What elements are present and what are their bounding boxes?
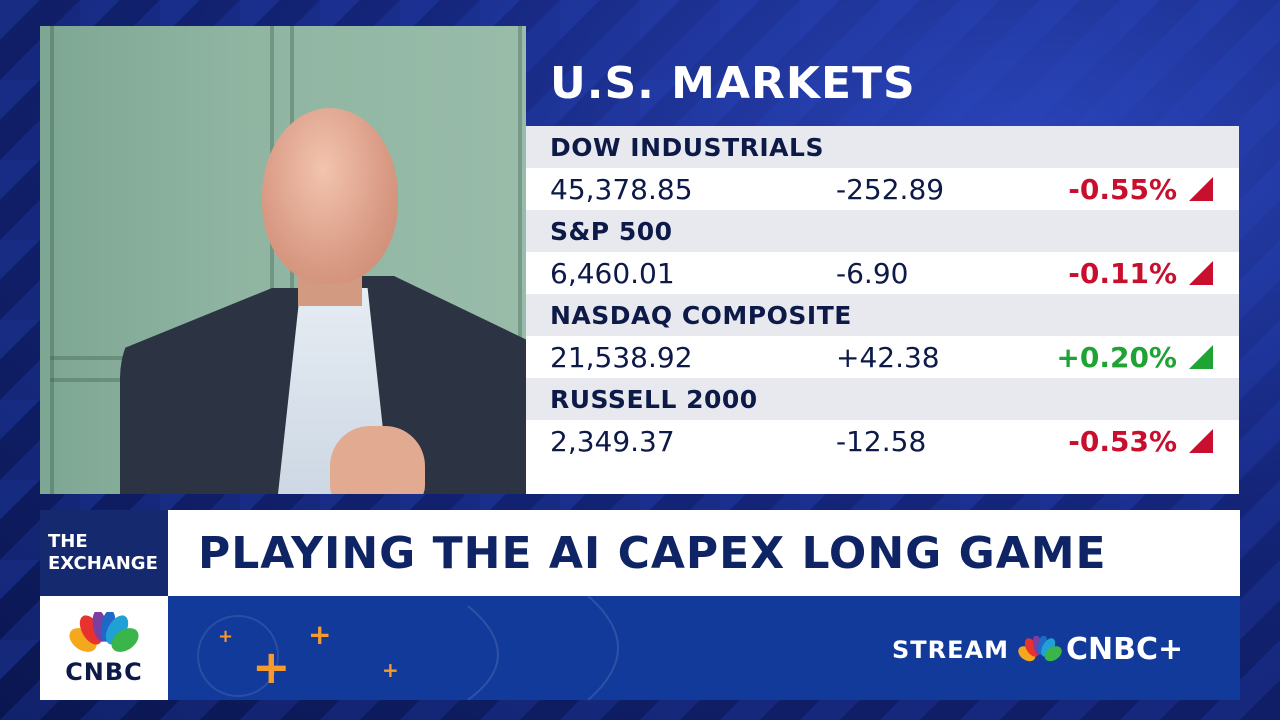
plus-icon: +	[252, 640, 291, 694]
index-change: -6.90	[836, 256, 909, 290]
index-change: -252.89	[836, 172, 945, 206]
guest-head	[262, 108, 398, 284]
index-percent: +0.20%	[1056, 340, 1177, 374]
index-name-row: DOW INDUSTRIALS	[526, 126, 1239, 168]
index-last: 45,378.85	[550, 172, 693, 206]
stream-label: STREAM	[892, 636, 1009, 664]
index-value-row: 45,378.85 -252.89 -0.55%	[526, 168, 1239, 210]
show-name-box: THE EXCHANGE	[40, 510, 168, 596]
headline-box: PLAYING THE AI CAPEX LONG GAME	[168, 510, 1240, 596]
bottom-bar: + + + +	[168, 596, 1240, 700]
down-arrow-icon	[1189, 177, 1213, 201]
index-last: 2,349.37	[550, 424, 675, 458]
index-value-row: 2,349.37 -12.58 -0.53%	[526, 420, 1239, 462]
plus-icon: +	[382, 658, 399, 682]
index-change: +42.38	[836, 340, 940, 374]
headline: PLAYING THE AI CAPEX LONG GAME	[198, 527, 1107, 579]
network-logo: CNBC	[40, 596, 168, 700]
index-value-row: 21,538.92 +42.38 +0.20%	[526, 336, 1239, 378]
index-percent: -0.11%	[1068, 256, 1177, 290]
index-name-row: S&P 500	[526, 210, 1239, 252]
index-name: NASDAQ COMPOSITE	[550, 300, 852, 330]
plus-icon: +	[308, 618, 332, 651]
index-name-row: RUSSELL 2000	[526, 378, 1239, 420]
index-name-row: NASDAQ COMPOSITE	[526, 294, 1239, 336]
index-name: S&P 500	[550, 216, 673, 246]
peacock-icon	[1018, 636, 1062, 662]
index-last: 21,538.92	[550, 340, 693, 374]
markets-title: U.S. MARKETS	[550, 58, 916, 109]
index-name: RUSSELL 2000	[550, 384, 758, 414]
up-arrow-icon	[1189, 345, 1213, 369]
index-name: DOW INDUSTRIALS	[550, 132, 824, 162]
markets-table: DOW INDUSTRIALS 45,378.85 -252.89 -0.55%…	[526, 126, 1239, 494]
index-percent: -0.55%	[1068, 172, 1177, 206]
guest-hand	[330, 426, 425, 494]
down-arrow-icon	[1189, 261, 1213, 285]
show-name-line1: THE	[48, 531, 88, 552]
down-arrow-icon	[1189, 429, 1213, 453]
network-logo-text: CNBC	[65, 658, 143, 686]
peacock-icon	[69, 612, 139, 656]
plus-icon: +	[218, 626, 234, 647]
bar-decoration	[197, 596, 619, 700]
index-last: 6,460.01	[550, 256, 675, 290]
stream-brand: CNBC+	[1066, 632, 1184, 667]
guest-video-feed	[40, 26, 526, 494]
index-change: -12.58	[836, 424, 927, 458]
index-value-row: 6,460.01 -6.90 -0.11%	[526, 252, 1239, 294]
show-name-line2: EXCHANGE	[48, 553, 158, 574]
index-percent: -0.53%	[1068, 424, 1177, 458]
